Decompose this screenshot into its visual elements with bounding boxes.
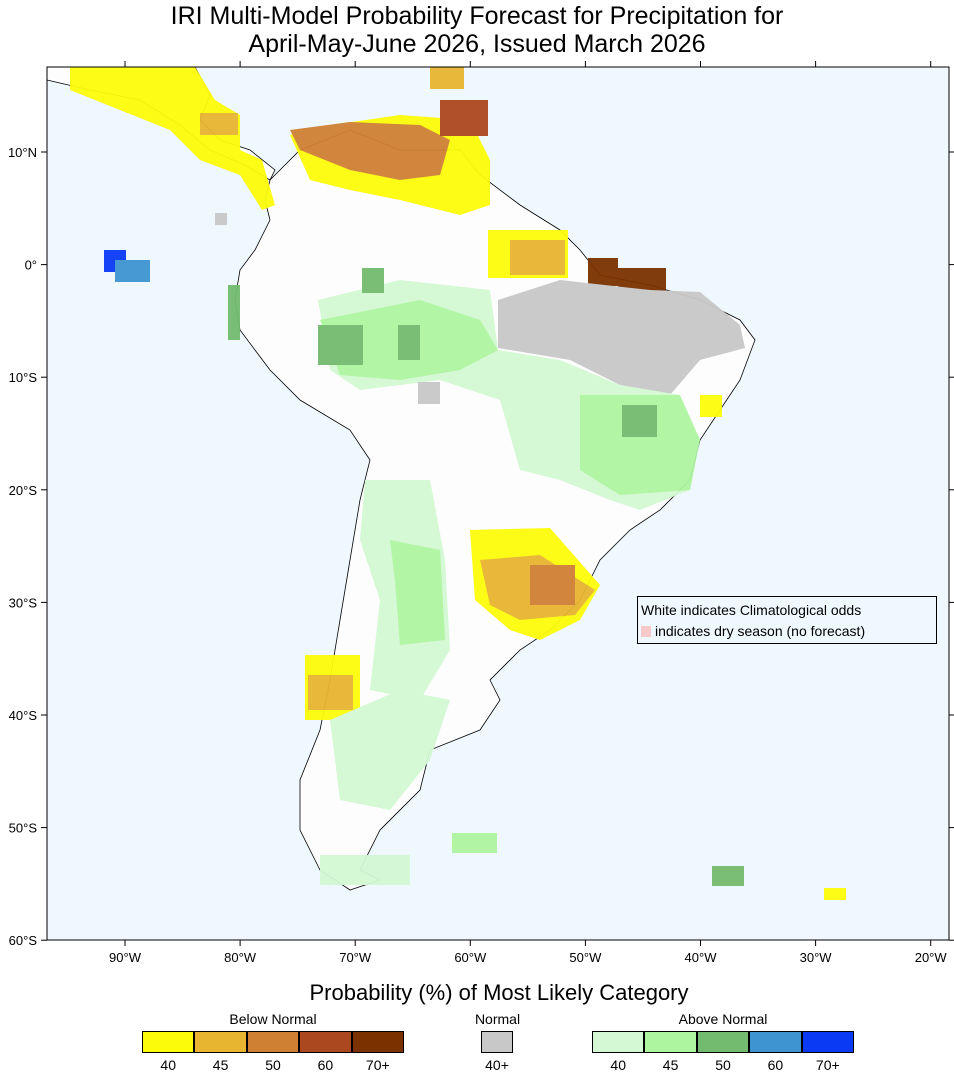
below-normal-swatch bbox=[194, 1031, 247, 1053]
lat-label: 0° bbox=[25, 258, 37, 273]
below-normal-swatch bbox=[246, 1031, 300, 1053]
above-normal-swatch bbox=[696, 1031, 750, 1053]
lat-label: 10°S bbox=[9, 370, 38, 385]
lon-label: 60°W bbox=[454, 950, 487, 965]
axis-ticks: 10°N 0° 10°S 20°S 30°S 40°S 50°S 60°S 90°W 80°W 70… bbox=[8, 61, 954, 965]
below-normal-swatch bbox=[299, 1031, 352, 1053]
note-line-1: White indicates Climatological odds bbox=[641, 602, 862, 618]
title-line-1: IRI Multi-Model Probability Forecast for… bbox=[170, 2, 784, 30]
above-normal-swatch bbox=[592, 1031, 645, 1053]
above-normal-bin-label: 45 bbox=[662, 1057, 679, 1073]
dry-season-swatch bbox=[641, 626, 651, 637]
above-normal-bin-label: 70+ bbox=[815, 1057, 840, 1073]
lat-label: 30°S bbox=[9, 595, 38, 610]
below-normal-bin-label: 70+ bbox=[365, 1057, 390, 1073]
map-frame bbox=[46, 66, 950, 941]
title-line-2: April-May-June 2026, Issued March 2026 bbox=[248, 30, 706, 58]
above-normal-label: Above Normal bbox=[678, 1011, 768, 1027]
lon-label: 40°W bbox=[685, 950, 718, 965]
lat-label: 50°S bbox=[9, 821, 38, 836]
above-normal-swatch bbox=[644, 1031, 697, 1053]
below-normal-bin-label: 50 bbox=[265, 1057, 281, 1073]
above-normal-bin-label: 50 bbox=[715, 1057, 731, 1073]
above-normal-bin-label: 40 bbox=[610, 1057, 626, 1073]
lat-label: 40°S bbox=[9, 708, 38, 723]
normal-bin-label: 40+ bbox=[485, 1057, 509, 1073]
above-normal-swatch bbox=[801, 1031, 854, 1053]
below-normal-label: Below Normal bbox=[229, 1011, 317, 1027]
below-normal-swatch bbox=[351, 1031, 404, 1053]
lat-label: 60°S bbox=[9, 933, 38, 948]
forecast-patches bbox=[70, 67, 846, 900]
lon-label: 50°W bbox=[569, 950, 602, 965]
below-normal-bin-label: 45 bbox=[212, 1057, 229, 1073]
lon-label: 90°W bbox=[109, 950, 142, 965]
lat-label: 20°S bbox=[9, 483, 38, 498]
note-line-2: indicates dry season (no forecast) bbox=[655, 623, 866, 639]
normal-label: Normal bbox=[474, 1011, 521, 1027]
above-normal-bin-label: 60 bbox=[767, 1057, 784, 1073]
normal-swatch bbox=[481, 1031, 513, 1053]
below-normal-swatch bbox=[142, 1031, 195, 1053]
below-normal-bin-label: 40 bbox=[160, 1057, 176, 1073]
lat-label: 10°N bbox=[8, 145, 37, 160]
note-box: White indicates Climatological odds indi… bbox=[637, 596, 937, 644]
lon-label: 30°W bbox=[800, 950, 833, 965]
lon-label: 20°W bbox=[915, 950, 948, 965]
lon-label: 70°W bbox=[339, 950, 372, 965]
below-normal-bin-label: 60 bbox=[317, 1057, 334, 1073]
above-normal-swatch bbox=[749, 1031, 802, 1053]
lon-label: 80°W bbox=[224, 950, 257, 965]
legend-title: Probability (%) of Most Likely Category bbox=[309, 980, 689, 1005]
